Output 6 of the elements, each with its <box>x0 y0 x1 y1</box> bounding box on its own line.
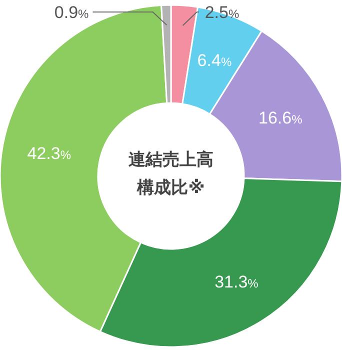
text: 連結売上高構成比※ <box>128 149 214 199</box>
data-label: 31.3% <box>214 272 259 292</box>
data-label: 0.9% <box>54 3 90 22</box>
data-label: 42.3% <box>27 144 72 164</box>
data-label: 6.4% <box>197 50 232 70</box>
data-label: 16.6% <box>258 108 303 128</box>
